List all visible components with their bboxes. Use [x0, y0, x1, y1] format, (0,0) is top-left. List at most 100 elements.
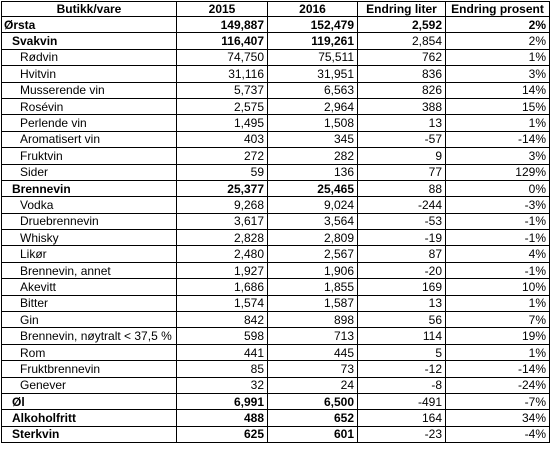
table-row[interactable]: Øl 6,991 6,500 -491 -7% [1, 392, 550, 411]
value-2015-cell: 2,575 [176, 97, 268, 116]
table-row[interactable]: Alkoholfritt 488 652 164 34% [1, 409, 550, 427]
table-row[interactable]: Akevitt 1,686 1,855 169 10% [1, 278, 550, 296]
table-row[interactable]: Whisky 2,828 2,809 -19 -1% [1, 229, 550, 247]
product-name-cell: Hvitvin [1, 65, 177, 83]
product-name-cell: Whisky [1, 229, 177, 247]
change-liters-cell: 836 [357, 65, 446, 83]
header-2015[interactable]: 2015 [176, 1, 268, 17]
header-product[interactable]: Butikk/vare [1, 1, 177, 17]
value-2016-cell: 119,261 [267, 32, 358, 50]
table-row[interactable]: Rosévin 2,575 2,964 388 15% [1, 97, 550, 116]
value-2016-cell: 2,964 [267, 97, 358, 116]
change-percent-cell: 1% [445, 48, 550, 67]
table-row[interactable]: Musserende vin 5,737 6,563 826 14% [1, 81, 550, 99]
product-name-cell: Svakvin [1, 32, 177, 50]
value-2016-cell: 2,567 [267, 245, 358, 263]
product-name-cell: Rosévin [1, 97, 177, 116]
value-2015-cell: 842 [176, 311, 268, 329]
value-2015-cell: 2,828 [176, 229, 268, 247]
value-2015-cell: 116,407 [176, 32, 268, 50]
change-liters-cell: 87 [357, 245, 446, 263]
change-liters-cell: -8 [357, 376, 446, 394]
product-name-cell: Likør [1, 245, 177, 263]
value-2015-cell: 1,686 [176, 278, 268, 296]
table-row[interactable]: Aromatisert vin 403 345 -57 -14% [1, 130, 550, 149]
header-change-liters[interactable]: Endring liter [357, 1, 446, 17]
product-name-cell: Druebrennevin [1, 212, 177, 231]
change-percent-cell: -3% [445, 196, 550, 214]
table-row[interactable]: Likør 2,480 2,567 87 4% [1, 245, 550, 263]
value-2016-cell: 75,511 [267, 48, 358, 67]
product-name-cell: Brennevin, annet [1, 261, 177, 280]
table-row[interactable]: Ørsta 149,887 152,479 2,592 2% [1, 15, 550, 34]
table-row[interactable]: Hvitvin 31,116 31,951 836 3% [1, 65, 550, 83]
product-name-cell: Brennevin, nøytralt < 37,5 % [1, 327, 177, 345]
value-2015-cell: 31,116 [176, 65, 268, 83]
product-name-cell: Rødvin [1, 48, 177, 67]
value-2015-cell: 85 [176, 360, 268, 378]
product-name-cell: Øl [1, 392, 177, 411]
change-percent-cell: -1% [445, 212, 550, 231]
change-liters-cell: -20 [357, 261, 446, 280]
value-2016-cell: 282 [267, 147, 358, 165]
header-change-percent[interactable]: Endring prosent [445, 1, 550, 17]
table-row[interactable]: Fruktvin 272 282 9 3% [1, 147, 550, 165]
table-row[interactable]: Perlende vin 1,495 1,508 13 1% [1, 114, 550, 132]
change-percent-cell: 4% [445, 245, 550, 263]
change-liters-cell: -53 [357, 212, 446, 231]
table-row[interactable]: Rødvin 74,750 75,511 762 1% [1, 48, 550, 67]
change-liters-cell: -23 [357, 425, 446, 444]
value-2016-cell: 652 [267, 409, 358, 427]
product-name-cell: Musserende vin [1, 81, 177, 99]
value-2016-cell: 24 [267, 376, 358, 394]
table-row[interactable]: Brennevin, nøytralt < 37,5 % 598 713 114 19% [1, 327, 550, 345]
product-name-cell: Sterkvin [1, 425, 177, 444]
change-percent-cell: 3% [445, 65, 550, 83]
change-percent-cell: 19% [445, 327, 550, 345]
table-row[interactable]: Brennevin, annet 1,927 1,906 -20 -1% [1, 261, 550, 280]
header-row: Butikk/vare 2015 2016 Endring liter Endr… [1, 1, 550, 17]
value-2016-cell: 601 [267, 425, 358, 444]
table-row[interactable]: Druebrennevin 3,617 3,564 -53 -1% [1, 212, 550, 231]
table-body: Ørsta 149,887 152,479 2,592 2% Svakvin 116,407… [1, 15, 550, 444]
table-row[interactable]: Fruktbrennevin 85 73 -12 -14% [1, 360, 550, 378]
value-2016-cell: 6,500 [267, 392, 358, 411]
table-row[interactable]: Svakvin 116,407 119,261 2,854 2% [1, 32, 550, 50]
product-name-cell: Rom [1, 343, 177, 362]
product-name-cell: Perlende vin [1, 114, 177, 132]
value-2015-cell: 625 [176, 425, 268, 444]
change-percent-cell: 0% [445, 179, 550, 198]
product-name-cell: Akevitt [1, 278, 177, 296]
value-2015-cell: 1,927 [176, 261, 268, 280]
value-2015-cell: 1,495 [176, 114, 268, 132]
table-row[interactable]: Gin 842 898 56 7% [1, 311, 550, 329]
change-percent-cell: -14% [445, 360, 550, 378]
value-2016-cell: 1,906 [267, 261, 358, 280]
product-name-cell: Bitter [1, 294, 177, 313]
value-2016-cell: 136 [267, 163, 358, 181]
change-liters-cell: 13 [357, 114, 446, 132]
value-2015-cell: 32 [176, 376, 268, 394]
change-percent-cell: -14% [445, 130, 550, 149]
change-percent-cell: 14% [445, 81, 550, 99]
value-2016-cell: 6,563 [267, 81, 358, 99]
table-row[interactable]: Vodka 9,268 9,024 -244 -3% [1, 196, 550, 214]
change-liters-cell: 56 [357, 311, 446, 329]
change-liters-cell: 13 [357, 294, 446, 313]
value-2015-cell: 5,737 [176, 81, 268, 99]
table-row[interactable]: Sterkvin 625 601 -23 -4% [1, 425, 550, 444]
table-row[interactable]: Sider 59 136 77 129% [1, 163, 550, 181]
product-name-cell: Gin [1, 311, 177, 329]
change-liters-cell: -57 [357, 130, 446, 149]
value-2015-cell: 441 [176, 343, 268, 362]
table-row[interactable]: Brennevin 25,377 25,465 88 0% [1, 179, 550, 198]
product-name-cell: Genever [1, 376, 177, 394]
header-2016[interactable]: 2016 [267, 1, 358, 17]
table-row[interactable]: Rom 441 445 5 1% [1, 343, 550, 362]
change-percent-cell: -4% [445, 425, 550, 444]
change-percent-cell: 15% [445, 97, 550, 116]
table-row[interactable]: Genever 32 24 -8 -24% [1, 376, 550, 394]
table-row[interactable]: Bitter 1,574 1,587 13 1% [1, 294, 550, 313]
change-liters-cell: 9 [357, 147, 446, 165]
change-percent-cell: -24% [445, 376, 550, 394]
